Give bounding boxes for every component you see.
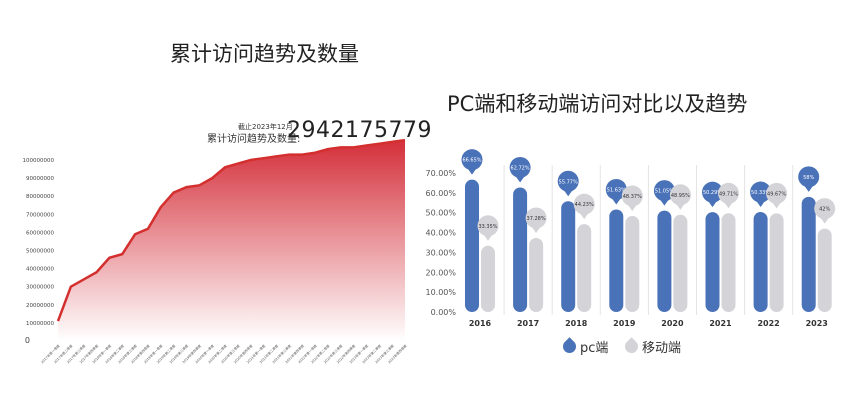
bar [801,196,816,312]
data-label: 33.35% [478,224,497,230]
pc-drop-icon [560,337,579,356]
y-tick-label: 10000000 [26,321,54,327]
data-label: 51.05% [655,189,674,195]
bar [657,210,672,312]
y-tick-label: 30.00% [425,248,456,257]
y-tick-label: 60.00% [425,189,456,198]
y-tick-label: 30000000 [26,285,54,291]
value-marker [653,180,675,202]
data-label: 48.95% [671,193,690,199]
bar [481,245,495,312]
value-marker [669,184,691,206]
y-tick-label: 100000000 [23,158,55,164]
data-label: 42% [819,207,830,213]
area-chart-title: 累计访问趋势及数量 [170,42,359,66]
y-tick-label: 40.00% [425,229,456,238]
y-tick-label: 50.00% [425,209,456,218]
y-tick-label: 50000000 [26,249,54,255]
legend-mobile: 移动端 [622,337,682,356]
bar [577,224,592,312]
legend-pc-label: pc端 [580,341,609,356]
total-value: 2942175779 [287,118,432,143]
x-tick-label: 2023 [806,319,828,328]
bar [513,187,528,312]
bar [705,212,720,312]
data-label: 66.65% [462,158,481,164]
data-label: 44.23% [575,202,594,208]
y-tick-label: 90000000 [26,176,54,182]
legend-mobile-label: 移动端 [642,341,682,356]
data-label: 50.33% [751,190,770,196]
bar [817,228,832,312]
y-tick-label: 70000000 [26,212,54,218]
data-label: 55.77% [559,179,578,185]
y-tick-label: 20000000 [26,303,54,309]
y-tick-label: 0 [25,336,30,345]
value-marker [814,198,836,220]
value-marker [621,185,643,207]
data-label: 50.29% [703,190,722,196]
data-label: 58% [803,175,814,181]
series-line [56,138,406,322]
value-marker [461,149,483,171]
value-marker [525,207,547,229]
value-marker [509,156,531,178]
value-marker [605,178,627,200]
bar [769,213,784,312]
x-tick-label: 2022 [757,319,779,328]
y-tick-label: 60000000 [26,230,54,236]
y-tick-label: 0.00% [431,308,457,317]
data-label: 49.67% [767,191,786,197]
area-fill [58,140,405,341]
y-tick-label: 70.00% [425,169,456,178]
value-marker [766,182,788,204]
bar [609,209,624,312]
bar-chart-title: PC端和移动端访问对比以及趋势 [447,92,748,116]
x-tick-label: 2017 [517,319,539,328]
value-marker [573,193,595,215]
x-tick-label: 2018 [565,319,588,328]
value-marker [750,181,772,203]
y-tick-label: 80000000 [26,194,54,200]
x-tick-label: 2021 [709,319,732,328]
value-marker [702,181,723,203]
data-label: 62.72% [511,165,530,171]
value-marker [557,170,579,192]
data-label: 49.71% [719,191,738,197]
as-of-date: 截止2023年12月 [238,123,293,131]
bar [561,201,576,312]
x-tick-label: 2016 [469,319,492,328]
legend-pc: pc端 [560,337,609,356]
y-tick-label: 20.00% [425,268,456,277]
x-tick-label: 2019 [613,319,636,328]
mobile-drop-icon [622,337,641,356]
bar [673,214,688,312]
y-tick-label: 40000000 [26,267,54,273]
bar [721,213,736,312]
data-label: 51.63% [607,187,626,193]
data-label: 48.37% [623,194,642,200]
bar [753,212,768,312]
y-tick-label: 10.00% [425,288,456,297]
bar [465,179,479,312]
value-marker [798,166,820,188]
value-marker [477,215,499,237]
bar [625,215,640,312]
data-label: 37.28% [527,216,546,222]
bar [529,237,544,312]
value-marker [718,182,739,204]
x-tick-label: 2020 [661,319,684,328]
total-label: 累计访问趋势及数量: [207,134,301,145]
